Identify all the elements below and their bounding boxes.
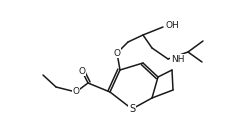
Text: O: O: [79, 67, 85, 75]
Text: NH: NH: [171, 55, 184, 63]
Text: OH: OH: [166, 21, 180, 30]
Text: S: S: [129, 104, 135, 114]
Text: O: O: [113, 48, 120, 58]
Text: O: O: [73, 87, 79, 97]
